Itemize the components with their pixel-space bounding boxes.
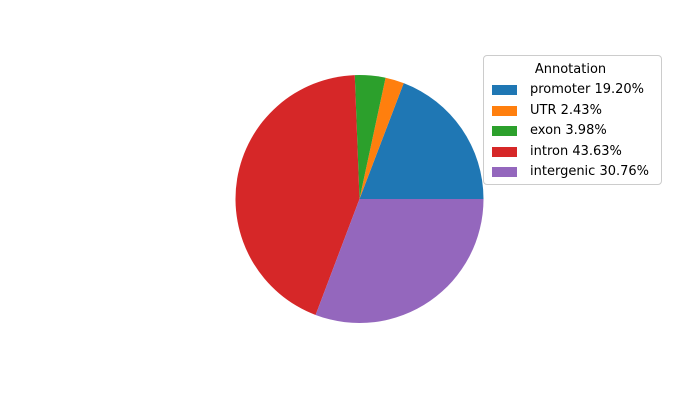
legend-label-intron: intron 43.63% — [530, 143, 622, 159]
legend-swatch-UTR — [492, 105, 517, 116]
legend-title: Annotation — [534, 62, 607, 77]
legend-label-intergenic: intergenic 30.76% — [530, 164, 650, 180]
pie-slice-promoter — [359, 83, 484, 199]
pie-slice-intergenic — [315, 199, 484, 324]
legend-items: promoter 19.20% UTR 2.43% exon 3.98% intron… — [488, 80, 653, 183]
pie-slice-exon — [354, 74, 386, 199]
pie-slice-intron — [235, 75, 360, 315]
legend-label-promoter: promoter 19.20% — [530, 82, 645, 98]
legend-item-intron: intron 43.63% — [488, 142, 653, 163]
legend-item-UTR: UTR 2.43% — [488, 101, 653, 122]
legend-swatch-intron — [492, 146, 517, 157]
legend-item-intergenic: intergenic 30.76% — [488, 162, 653, 183]
legend-swatch-exon — [492, 126, 517, 137]
legend-label-UTR: UTR 2.43% — [530, 102, 602, 118]
legend-label-exon: exon 3.98% — [530, 123, 607, 139]
legend-item-exon: exon 3.98% — [488, 121, 653, 142]
legend-swatch-promoter — [492, 85, 517, 96]
legend: Annotation promoter 19.20% UTR 2.43% exon … — [483, 55, 662, 185]
legend-swatch-intergenic — [492, 167, 517, 178]
pie-slice-UTR — [359, 77, 404, 199]
legend-item-promoter: promoter 19.20% — [488, 80, 653, 101]
